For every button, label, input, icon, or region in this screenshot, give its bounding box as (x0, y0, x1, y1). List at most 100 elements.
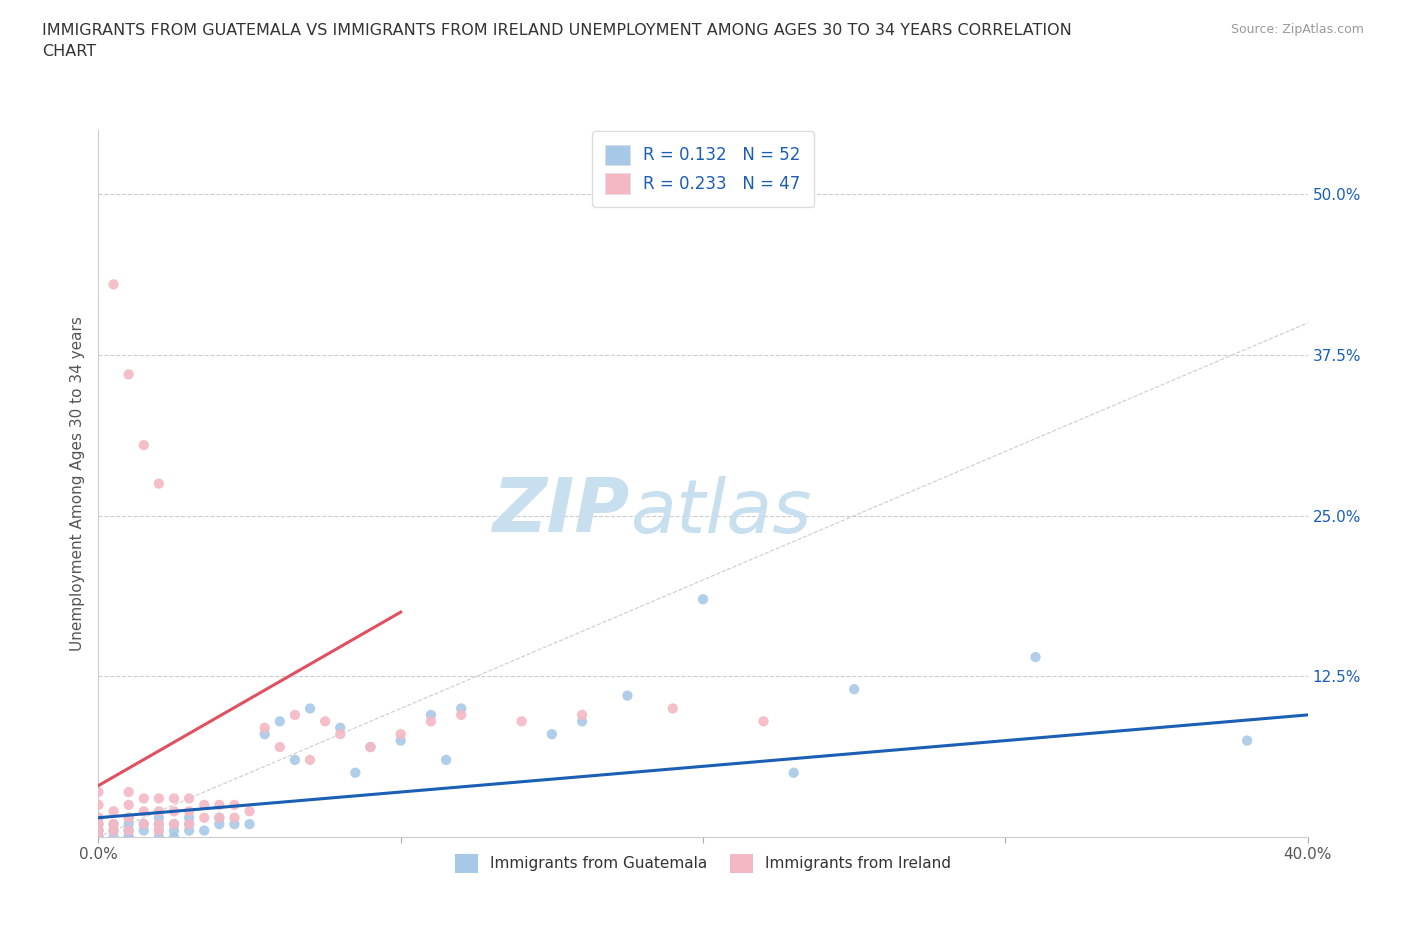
Point (148, 817, 170, 831)
Point (224, 817, 246, 831)
Point (132, 823, 155, 838)
Point (87, 785, 110, 800)
Point (132, 817, 155, 831)
Point (87, 830, 110, 844)
Point (179, 791, 201, 806)
Point (103, 830, 125, 844)
Point (148, 823, 170, 838)
Point (179, 804, 201, 818)
Point (420, 708, 443, 723)
Point (224, 810, 246, 825)
Text: IMMIGRANTS FROM GUATEMALA VS IMMIGRANTS FROM IRELAND UNEMPLOYMENT AMONG AGES 30 : IMMIGRANTS FROM GUATEMALA VS IMMIGRANTS … (42, 23, 1071, 60)
Text: atlas: atlas (630, 476, 811, 548)
Point (329, 721, 352, 736)
Point (450, 708, 472, 723)
Point (179, 823, 201, 838)
Point (118, 817, 141, 831)
Point (132, 791, 155, 806)
Point (163, 817, 186, 831)
Point (132, 817, 155, 831)
Point (193, 823, 215, 838)
Point (87, 830, 110, 844)
Point (118, 785, 141, 800)
Point (163, 791, 186, 806)
Point (87, 823, 110, 838)
Point (299, 752, 322, 767)
Point (450, 701, 472, 716)
Point (118, 823, 141, 838)
Point (103, 804, 125, 818)
Point (163, 817, 186, 831)
Point (87, 817, 110, 831)
Point (208, 817, 231, 831)
Point (118, 367, 141, 382)
Point (661, 701, 683, 716)
Point (752, 714, 775, 729)
Point (179, 817, 201, 831)
Point (510, 714, 533, 729)
Point (420, 714, 443, 729)
Legend: Immigrants from Guatemala, Immigrants from Ireland: Immigrants from Guatemala, Immigrants fr… (449, 848, 957, 879)
Point (844, 682, 866, 697)
Point (344, 765, 367, 780)
Point (148, 830, 170, 844)
Point (253, 726, 276, 741)
Point (253, 721, 276, 736)
Point (118, 810, 141, 825)
Y-axis label: Unemployment Among Ages 30 to 34 years: Unemployment Among Ages 30 to 34 years (69, 316, 84, 651)
Point (118, 810, 141, 825)
Point (193, 797, 215, 812)
Point (118, 830, 141, 844)
Point (434, 752, 457, 767)
Point (193, 810, 215, 825)
Point (87, 830, 110, 844)
Point (1236, 733, 1258, 748)
Point (132, 438, 155, 453)
Point (103, 817, 125, 831)
Point (103, 277, 125, 292)
Point (87, 797, 110, 812)
Point (179, 817, 201, 831)
Point (163, 804, 186, 818)
Point (87, 823, 110, 838)
Point (148, 804, 170, 818)
Point (148, 476, 170, 491)
Point (299, 701, 322, 716)
Point (284, 752, 307, 767)
Point (118, 797, 141, 812)
Point (87, 830, 110, 844)
Point (239, 817, 262, 831)
Point (87, 817, 110, 831)
Point (783, 765, 806, 780)
Point (87, 810, 110, 825)
Point (284, 708, 307, 723)
Point (269, 714, 291, 729)
Point (616, 688, 638, 703)
Point (148, 810, 170, 825)
Point (360, 739, 382, 754)
Point (87, 823, 110, 838)
Point (692, 591, 714, 606)
Point (360, 739, 382, 754)
Point (571, 714, 593, 729)
Point (103, 823, 125, 838)
Point (103, 817, 125, 831)
Point (148, 817, 170, 831)
Point (208, 810, 231, 825)
Point (269, 739, 291, 754)
Point (1024, 650, 1046, 665)
Point (163, 830, 186, 844)
Point (179, 810, 201, 825)
Point (118, 823, 141, 838)
Point (329, 726, 352, 741)
Point (163, 823, 186, 838)
Point (224, 797, 246, 812)
Point (389, 733, 412, 748)
Point (132, 804, 155, 818)
Point (314, 714, 336, 729)
Point (148, 823, 170, 838)
Text: Source: ZipAtlas.com: Source: ZipAtlas.com (1230, 23, 1364, 36)
Point (540, 726, 562, 741)
Point (87, 810, 110, 825)
Point (208, 797, 231, 812)
